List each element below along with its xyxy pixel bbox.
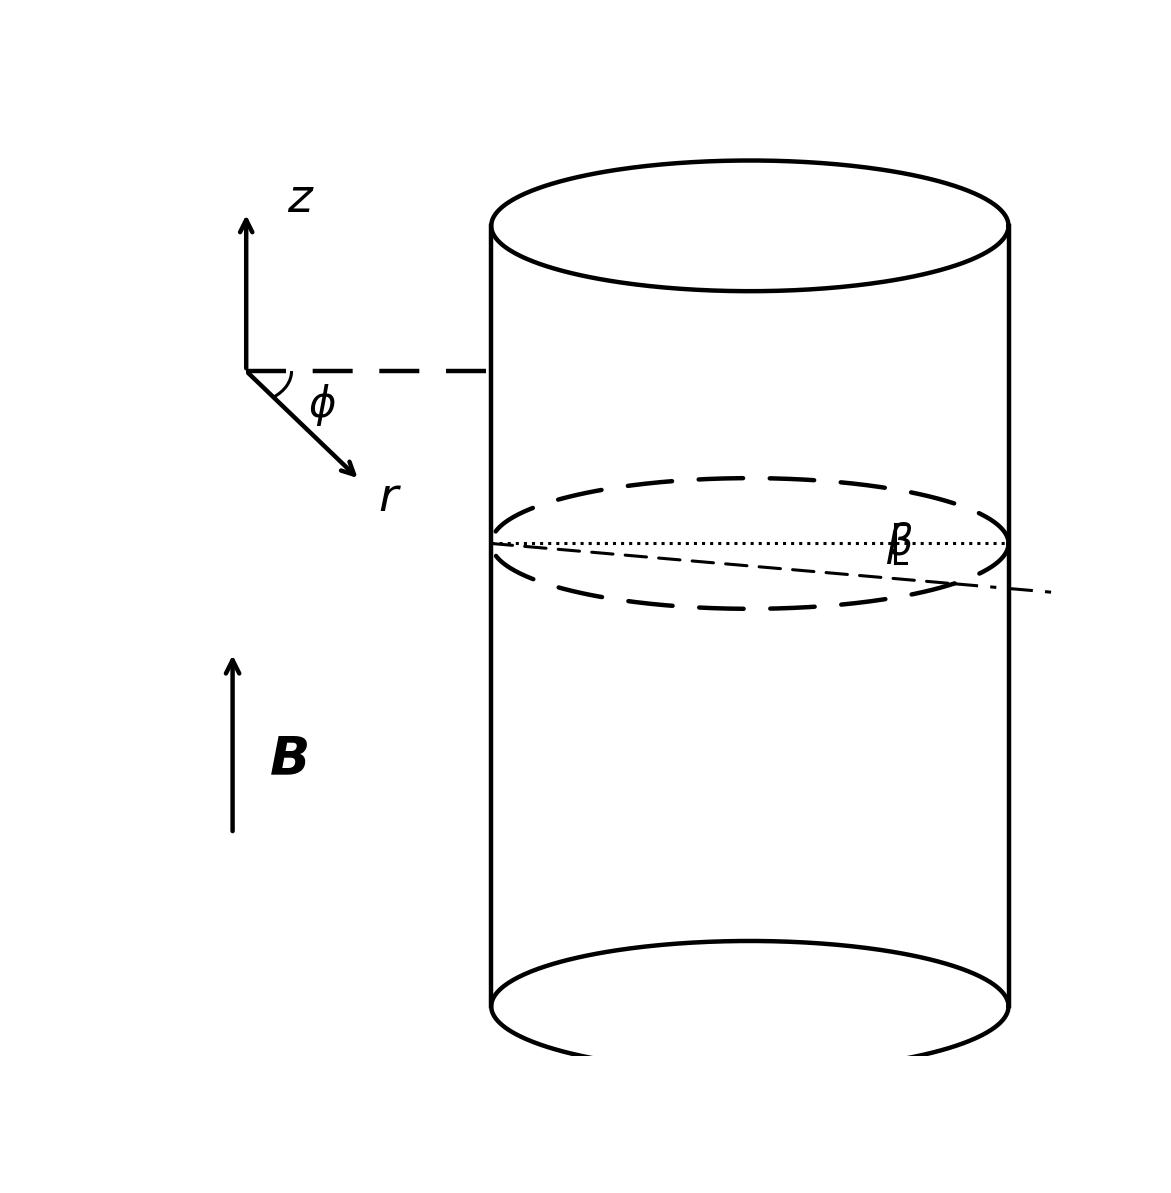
Text: $z$: $z$ xyxy=(287,175,315,222)
Text: $\phi$: $\phi$ xyxy=(308,382,336,427)
Text: $\boldsymbol{B}$: $\boldsymbol{B}$ xyxy=(269,736,308,786)
Text: $\beta$: $\beta$ xyxy=(886,520,913,567)
Text: $r$: $r$ xyxy=(378,475,402,521)
